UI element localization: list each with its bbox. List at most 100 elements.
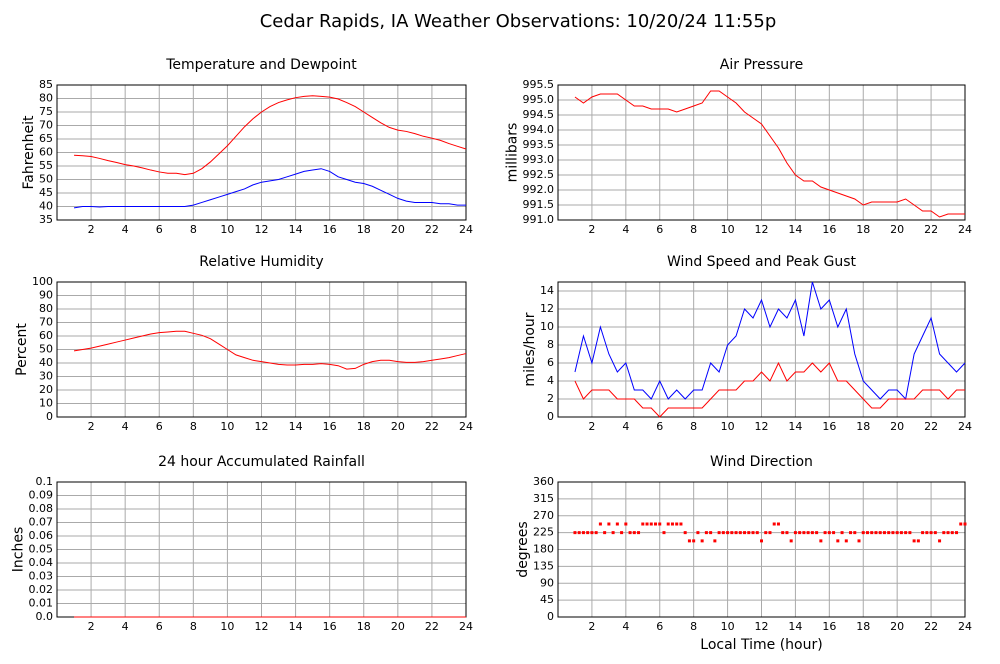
scatter-point: [654, 522, 658, 526]
y-tick-label: 45: [540, 593, 554, 606]
panel-title: Air Pressure: [720, 57, 803, 73]
x-tick-label: 8: [190, 420, 197, 433]
y-tick-label: 992.0: [523, 183, 555, 196]
y-tick-label: 70: [39, 119, 53, 132]
scatter-point: [726, 531, 730, 535]
x-tick-label: 18: [357, 420, 371, 433]
scatter-point: [955, 531, 959, 535]
scatter-point: [738, 531, 742, 535]
scatter-point: [806, 531, 810, 535]
scatter-point: [823, 531, 827, 535]
y-tick-label: 75: [39, 105, 53, 118]
x-tick-label: 8: [690, 420, 697, 433]
x-tick-label: 6: [656, 420, 663, 433]
x-tick-label: 14: [289, 420, 303, 433]
x-tick-label: 18: [856, 420, 870, 433]
scatter-point: [815, 531, 819, 535]
y-tick-label: 180: [533, 543, 554, 556]
scatter-point: [649, 522, 653, 526]
x-tick-label: 4: [622, 420, 629, 433]
scatter-point: [925, 531, 929, 535]
scatter-point: [573, 531, 577, 535]
scatter-point: [929, 531, 933, 535]
x-tick-label: 24: [958, 223, 972, 236]
y-tick-label: 360: [533, 475, 554, 488]
scatter-point: [721, 531, 725, 535]
scatter-point: [641, 522, 645, 526]
x-tick-label: 12: [255, 420, 269, 433]
scatter-point: [772, 522, 776, 526]
y-tick-label: 90: [39, 289, 53, 302]
panel: Temperature and Dewpoint 3540455055606570…: [21, 57, 473, 236]
scatter-point: [810, 531, 814, 535]
y-tick-label: 45: [39, 186, 53, 199]
y-tick-label: 2: [547, 392, 554, 405]
x-tick-label: 8: [190, 223, 197, 236]
scatter-point: [891, 531, 895, 535]
scatter-point: [857, 539, 861, 543]
y-tick-label: 30: [39, 370, 53, 383]
y-tick-label: 20: [39, 383, 53, 396]
series-line: [574, 281, 966, 401]
y-tick-label: 60: [39, 146, 53, 159]
scatter-point: [598, 522, 602, 526]
x-tick-label: 12: [755, 420, 769, 433]
x-tick-label: 10: [721, 420, 735, 433]
y-tick-label: 0.05: [29, 543, 54, 556]
x-tick-label: 22: [924, 420, 938, 433]
x-tick-label: 10: [721, 223, 735, 236]
plot-border: [56, 281, 467, 418]
scatter-point: [700, 539, 704, 543]
scatter-point: [802, 531, 806, 535]
scatter-point: [704, 531, 708, 535]
y-axis-label: Percent: [14, 323, 30, 376]
y-axis-label: Fahrenheit: [21, 115, 37, 190]
scatter-point: [713, 539, 717, 543]
x-tick-label: 12: [755, 620, 769, 633]
y-tick-label: 50: [39, 343, 53, 356]
scatter-point: [645, 522, 649, 526]
plot-border: [557, 481, 966, 618]
scatter-point: [861, 531, 865, 535]
scatter-point: [615, 522, 619, 526]
scatter-point: [607, 522, 611, 526]
series-line: [73, 330, 467, 370]
y-tick-label: 60: [39, 329, 53, 342]
x-tick-label: 8: [690, 620, 697, 633]
scatter-point: [717, 531, 721, 535]
x-tick-label: 10: [220, 223, 234, 236]
x-tick-label: 6: [156, 420, 163, 433]
x-tick-label: 4: [122, 420, 129, 433]
panel-title: Wind Speed and Peak Gust: [667, 254, 856, 270]
x-tick-label: 20: [391, 620, 405, 633]
scatter-point: [959, 522, 963, 526]
scatter-point: [942, 531, 946, 535]
scatter-point: [793, 531, 797, 535]
series-line: [574, 361, 965, 418]
x-tick-label: 4: [122, 620, 129, 633]
scatter-point: [760, 539, 763, 543]
x-tick-label: 16: [822, 620, 836, 633]
scatter-point: [658, 522, 662, 526]
x-tick-label: 10: [721, 620, 735, 633]
scatter-point: [785, 531, 789, 535]
panel-title: Temperature and Dewpoint: [165, 57, 357, 73]
y-tick-label: 0.07: [29, 516, 54, 529]
page-title: Cedar Rapids, IA Weather Observations: 1…: [260, 11, 777, 32]
scatter-point: [637, 531, 641, 535]
y-tick-label: 50: [39, 173, 53, 186]
y-tick-label: 85: [39, 78, 53, 91]
scatter-point: [963, 522, 967, 526]
y-tick-label: 0.01: [29, 597, 54, 610]
scatter-point: [849, 531, 853, 535]
x-tick-label: 2: [88, 223, 95, 236]
panel-title: Wind Direction: [710, 454, 813, 470]
scatter-point: [743, 531, 747, 535]
x-tick-label: 6: [656, 223, 663, 236]
y-tick-label: 0.06: [29, 529, 54, 542]
scatter-point: [895, 531, 899, 535]
x-tick-label: 24: [459, 620, 473, 633]
plot-border: [557, 84, 966, 221]
